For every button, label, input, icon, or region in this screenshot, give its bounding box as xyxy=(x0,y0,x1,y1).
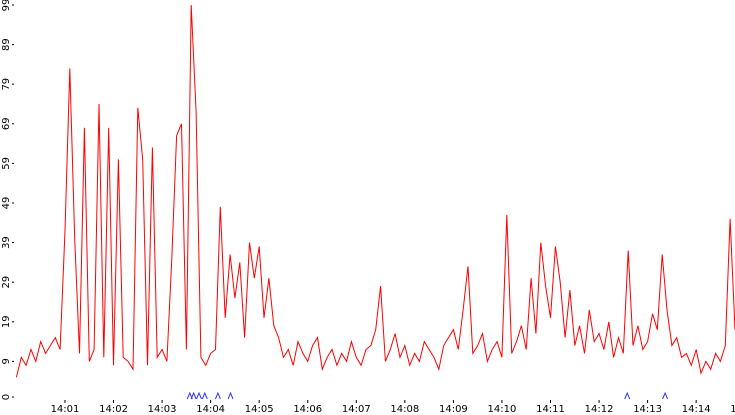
y-tick-label: 99 xyxy=(1,0,12,11)
x-tick-label: 14:03 xyxy=(148,404,177,415)
event-marker xyxy=(190,391,197,400)
x-tick-label: 14:08 xyxy=(390,404,419,415)
y-tick-label: 49 xyxy=(1,197,12,210)
y-tick-label: 69 xyxy=(1,117,12,130)
x-tick-label: 14:15 xyxy=(730,404,735,415)
x-tick-label: 14:02 xyxy=(99,404,128,415)
event-marker xyxy=(624,391,631,400)
y-tick-label: 9 xyxy=(1,358,12,364)
x-tick-label: 14:01 xyxy=(51,404,80,415)
x-tick-label: 14:06 xyxy=(293,404,322,415)
event-marker xyxy=(662,391,669,400)
line-series xyxy=(15,4,735,378)
y-tick-label: 0 xyxy=(1,394,12,400)
event-marker xyxy=(196,391,202,400)
x-tick-label: 14:10 xyxy=(488,404,517,415)
event-marker xyxy=(227,391,234,400)
y-tick-label: 89 xyxy=(1,38,12,51)
y-tick-label: 59 xyxy=(1,157,12,170)
event-marker xyxy=(186,391,193,400)
y-tick-label: 39 xyxy=(1,236,12,249)
y-tick-label: 19 xyxy=(1,315,12,328)
x-tick-label: 14:09 xyxy=(439,404,468,415)
x-tick-label: 14:12 xyxy=(585,404,614,415)
x-tick-label: 14:11 xyxy=(536,404,565,415)
x-tick-label: 14:13 xyxy=(633,404,662,415)
event-marker xyxy=(214,391,221,400)
y-tick-label: 79 xyxy=(1,78,12,91)
x-tick-label: 14:14 xyxy=(682,404,711,415)
x-tick-label: 14:05 xyxy=(245,404,274,415)
event-marker xyxy=(201,391,208,400)
x-tick-label: 14:07 xyxy=(342,404,371,415)
x-tick-label: 14:04 xyxy=(196,404,225,415)
y-tick-label: 29 xyxy=(1,276,12,289)
